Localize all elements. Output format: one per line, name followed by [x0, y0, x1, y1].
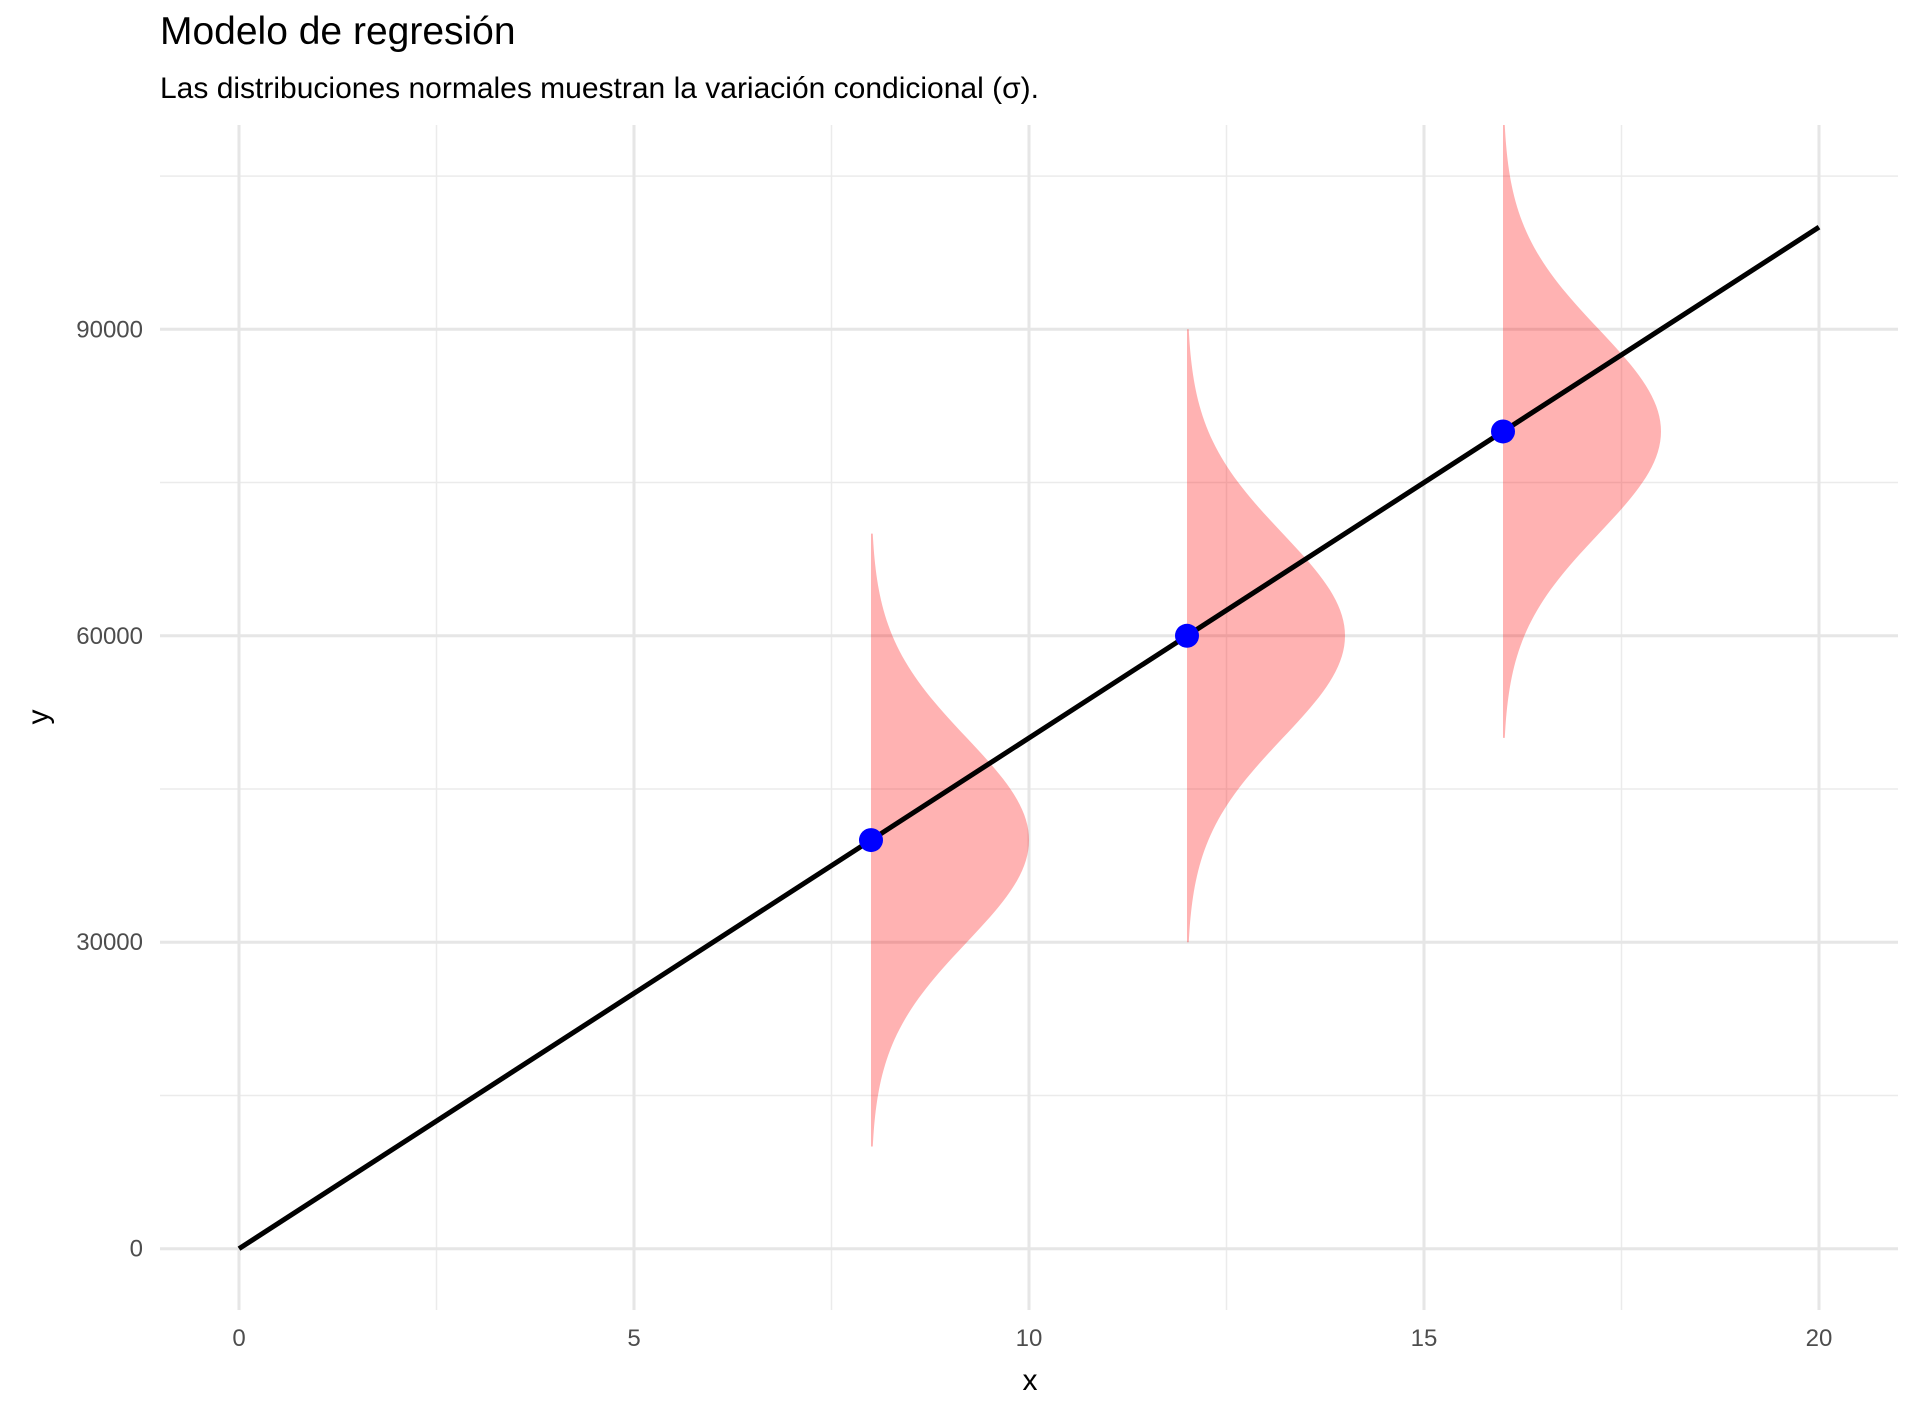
x-tick-label: 0	[232, 1325, 245, 1352]
x-tick-label: 5	[627, 1325, 640, 1352]
y-tick-label: 90000	[76, 316, 143, 343]
mean-point	[1175, 623, 1199, 648]
y-tick-label: 60000	[76, 623, 143, 650]
mean-points	[859, 419, 1515, 853]
y-axis-title: y	[22, 710, 55, 725]
normal-distribution-shape	[871, 533, 1029, 1147]
x-tick-label: 10	[1016, 1325, 1043, 1352]
chart-title: Modelo de regresión	[160, 10, 516, 53]
normal-distribution-shape	[1187, 329, 1345, 943]
normal-distribution-shape	[1503, 125, 1661, 738]
x-tick-label: 20	[1806, 1325, 1833, 1352]
mean-point	[1491, 419, 1515, 444]
y-tick-label: 0	[130, 1236, 143, 1263]
conditional-distributions	[871, 125, 1661, 1147]
major-gridlines	[160, 125, 1898, 1310]
x-axis-title: x	[1023, 1364, 1038, 1397]
regression-line-layer	[237, 225, 1821, 1251]
mean-point	[859, 828, 883, 853]
y-tick-labels: 0 30000 60000 90000	[76, 316, 143, 1262]
x-tick-labels: 0 5 10 15 20	[232, 1325, 1832, 1352]
regression-line	[237, 225, 1821, 1251]
y-tick-label: 30000	[76, 929, 143, 956]
chart-subtitle: Las distribuciones normales muestran la …	[160, 72, 1039, 105]
x-tick-label: 15	[1411, 1325, 1438, 1352]
